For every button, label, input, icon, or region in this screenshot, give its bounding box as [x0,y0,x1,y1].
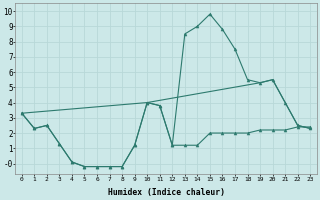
X-axis label: Humidex (Indice chaleur): Humidex (Indice chaleur) [108,188,225,197]
